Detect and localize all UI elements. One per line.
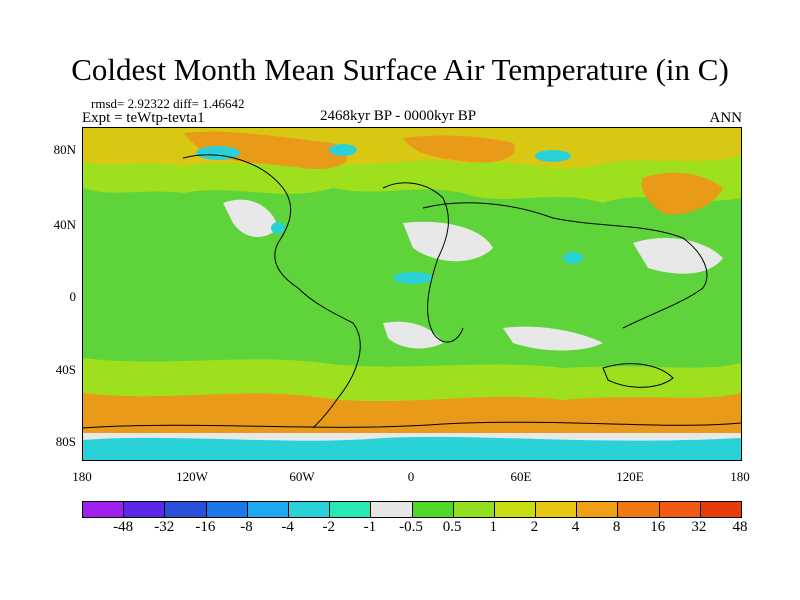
- colorbar-swatch: [371, 502, 413, 517]
- period-label: 2468kyr BP - 0000kyr BP: [320, 108, 477, 124]
- lon-tick-label: 60W: [289, 469, 315, 484]
- lat-tick-label: 40S: [55, 362, 76, 377]
- colorbar-tick-label: 0.5: [442, 519, 462, 535]
- colorbar-tick-label: 16: [650, 519, 666, 535]
- stats-text: rmsd= 2.92322 diff= 1.46642: [91, 96, 245, 111]
- colorbar-tick-label: -0.5: [399, 519, 423, 535]
- lat-tick-label: 40N: [53, 217, 76, 232]
- colorbar-tick-label: 8: [612, 519, 621, 535]
- colorbar-tick-label: -4: [281, 519, 294, 535]
- colorbar-swatch: [700, 502, 741, 517]
- colorbar-tick-label: 4: [571, 519, 580, 535]
- colorbar-swatch: [536, 502, 578, 517]
- colorbar-swatch: [206, 502, 248, 517]
- map-title: Coldest Month Mean Surface Air Temperatu…: [71, 52, 729, 87]
- map-panel: [82, 127, 742, 461]
- colorbar-swatch: [247, 502, 289, 517]
- lon-tick-label: 180: [72, 469, 92, 484]
- colorbar-tick-label: 32: [691, 519, 707, 535]
- colorbar-swatch: [659, 502, 701, 517]
- colorbar-tick-label: 1: [489, 519, 498, 535]
- colorbar-tick-label: -16: [195, 519, 216, 535]
- lat-tick-label: 80N: [53, 142, 76, 157]
- colorbar-tick-label: -1: [363, 519, 377, 535]
- lon-tick-label: 120E: [616, 469, 644, 484]
- colorbar-swatch: [288, 502, 331, 517]
- colorbar: [82, 501, 742, 518]
- colorbar-tick-label: -48: [113, 519, 134, 535]
- colorbar-swatch: [618, 502, 660, 517]
- colorbar-tick-label: -32: [154, 519, 175, 535]
- colorbar-swatch: [124, 502, 166, 517]
- lat-tick-label: 80S: [55, 434, 76, 449]
- lat-tick-label: 0: [69, 289, 77, 304]
- colorbar-swatch: [494, 502, 537, 517]
- colorbar-tick-label: 2: [530, 519, 539, 535]
- colorbar-swatch: [330, 502, 372, 517]
- experiment-label: Expt = teWtp-tevta1: [82, 110, 205, 126]
- lon-tick-label: 120W: [176, 469, 208, 484]
- colorbar-swatch: [83, 502, 125, 517]
- colorbar-swatch: [412, 502, 454, 517]
- colorbar-swatch: [165, 502, 207, 517]
- lon-tick-label: 0: [407, 469, 415, 484]
- colorbar-swatch: [453, 502, 495, 517]
- colorbar-tick-label: 48: [732, 519, 748, 535]
- temperature-field: [83, 128, 741, 460]
- colorbar-swatch: [577, 502, 619, 517]
- colorbar-tick-label: -8: [240, 519, 253, 535]
- colorbar-tick-label: -2: [322, 519, 336, 535]
- lon-tick-label: 60E: [510, 469, 532, 484]
- season-label: ANN: [709, 110, 743, 126]
- lon-tick-label: 180: [730, 469, 750, 484]
